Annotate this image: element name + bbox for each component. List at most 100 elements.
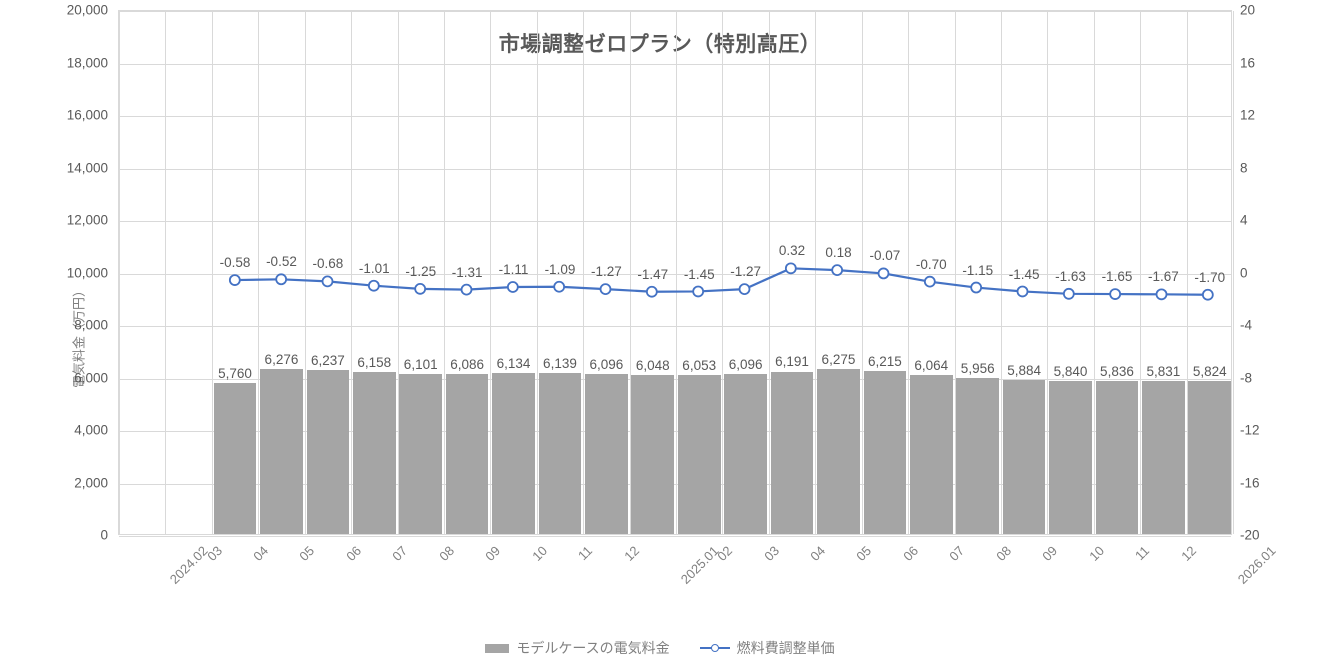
bar-value-label: 6,134: [496, 355, 531, 371]
category-separator: [676, 11, 677, 534]
bar: [538, 372, 582, 534]
line-marker: [1062, 287, 1075, 300]
line-marker: [784, 262, 797, 275]
x-axis-tick-label: 11: [1131, 543, 1153, 564]
x-axis-tick-label: 12: [1178, 543, 1200, 564]
line-marker: [692, 285, 705, 298]
gridline: [119, 483, 1231, 485]
bar-value-label: 6,096: [728, 356, 763, 372]
line-marker: [1201, 288, 1214, 301]
line-value-label: -1.15: [962, 262, 994, 278]
bar-value-label: 6,048: [635, 358, 670, 374]
x-axis-tick-label: 10: [528, 543, 550, 564]
gridline: [119, 536, 1231, 537]
bar-value-label: 6,086: [450, 357, 485, 373]
line-marker: [599, 283, 612, 295]
line-value-label: -1.25: [405, 263, 437, 279]
category-separator: [119, 11, 120, 534]
left-axis-tick-label: 6,000: [74, 370, 108, 385]
bar-value-label: 5,956: [960, 360, 995, 376]
left-axis-tick-label: 8,000: [74, 317, 108, 333]
legend-item-line[interactable]: 燃料費調整単価: [699, 638, 835, 658]
line-value-label: -1.27: [590, 264, 622, 280]
line-value-label: -1.45: [1008, 266, 1040, 282]
gridline: [119, 431, 1231, 432]
bar-value-label: 5,760: [218, 365, 252, 381]
right-axis-tick-label: 8: [1240, 160, 1248, 175]
line-marker: [460, 283, 473, 296]
line-marker: [970, 281, 983, 294]
bar-value-label: 6,276: [264, 352, 299, 368]
line-marker: [1155, 288, 1168, 301]
right-axis-tick-label: -8: [1240, 370, 1253, 385]
bar-value-label: 6,191: [775, 354, 809, 370]
line-value-label: -1.45: [683, 266, 715, 282]
line-marker: [645, 285, 658, 298]
bar: [492, 372, 535, 534]
bar: [1188, 381, 1232, 534]
line-marker: [738, 283, 751, 295]
line-value-label: -1.63: [1055, 268, 1086, 284]
bar-swatch-icon: [485, 643, 510, 653]
bar: [1142, 380, 1185, 534]
bar: [724, 373, 767, 534]
category-separator: [908, 11, 909, 534]
bar-value-label: 6,275: [821, 352, 856, 368]
gridline: [119, 116, 1231, 117]
x-axis-tick-label: 03: [760, 543, 782, 564]
gridline: [119, 221, 1231, 222]
line-marker: [367, 279, 380, 292]
category-separator: [1047, 11, 1048, 534]
x-axis-tick-label: 06: [900, 543, 921, 564]
bar: [352, 372, 396, 534]
bar-value-label: 6,064: [914, 357, 949, 373]
x-axis-tick-label: 11: [574, 543, 596, 564]
left-axis-tick-label: 2,000: [74, 475, 108, 490]
bar: [863, 370, 907, 534]
bar: [306, 370, 350, 534]
bar: [631, 375, 675, 534]
bar-value-label: 5,836: [1100, 363, 1134, 379]
x-axis-tick-label: 05: [296, 543, 318, 564]
bar-value-label: 6,139: [543, 355, 577, 371]
chart-title: 市場調整ゼロプラン（特別高圧）: [498, 33, 822, 56]
bar-value-label: 6,158: [357, 355, 392, 371]
gridline: [119, 63, 1231, 65]
legend-item-bar[interactable]: モデルケースの電気料金: [485, 638, 670, 658]
left-axis-tick-label: 10,000: [66, 265, 108, 280]
line-value-label: -0.58: [219, 255, 251, 271]
line-value-label: -1.70: [1194, 269, 1226, 285]
right-axis-tick-label: -16: [1240, 475, 1260, 490]
line-value-label: -0.70: [915, 256, 947, 272]
right-axis-tick-label: 16: [1240, 55, 1256, 70]
line-marker: [228, 274, 241, 286]
bar: [585, 373, 628, 534]
bar: [1095, 380, 1139, 534]
line-marker: [321, 275, 334, 288]
right-axis-tick-label: 20: [1240, 2, 1256, 18]
category-separator: [1233, 11, 1234, 534]
x-axis-tick-label: 2026.01: [1234, 543, 1279, 587]
gridline: [119, 378, 1231, 380]
line-value-label: -1.65: [1101, 269, 1133, 285]
line-marker: [923, 275, 936, 288]
category-separator: [815, 11, 816, 534]
bar-value-label: 6,215: [867, 353, 902, 369]
bar-value-label: 6,096: [589, 356, 624, 372]
line-marker: [553, 280, 566, 293]
category-separator: [490, 11, 491, 534]
line-marker: [414, 282, 427, 295]
category-separator: [258, 11, 259, 534]
bar: [956, 377, 1000, 534]
chart-legend: モデルケースの電気料金 燃料費調整単価: [0, 638, 1320, 658]
bar: [1002, 379, 1046, 534]
line-swatch-icon: [699, 642, 730, 654]
x-axis-tick-label: 04: [250, 543, 272, 564]
bar-value-label: 6,237: [310, 353, 345, 369]
category-separator: [722, 11, 723, 534]
line-value-label: -0.52: [266, 254, 297, 270]
left-axis-tick-label: 20,000: [66, 2, 108, 18]
line-value-label: -1.27: [730, 264, 762, 280]
line-value-label: -1.09: [544, 261, 576, 277]
x-axis-tick-label: 09: [1039, 543, 1061, 564]
